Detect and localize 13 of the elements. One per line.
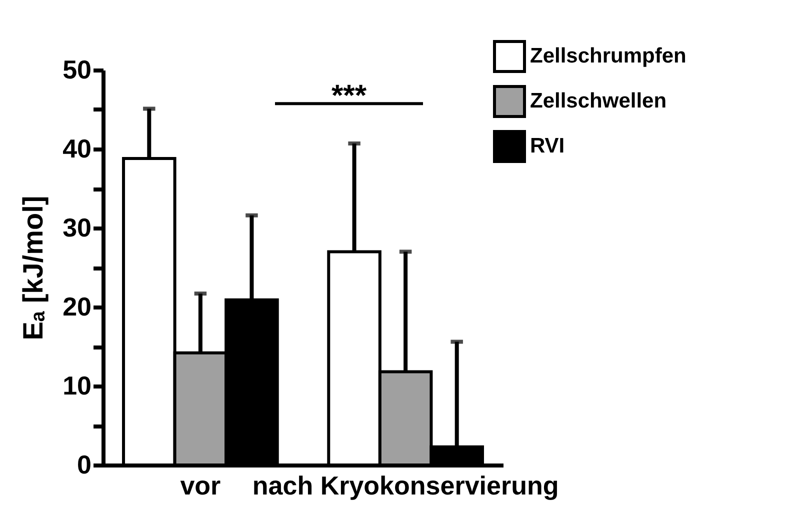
y-tick-label: 10: [62, 370, 92, 400]
legend-label: Zellschwellen: [530, 90, 667, 112]
x-tick-label: vor: [180, 470, 221, 500]
legend-label: RVI: [530, 134, 565, 158]
annotation: ***: [331, 80, 367, 113]
legend-label: Zellschrumpfen: [530, 44, 686, 68]
x-tick-label: nach Kryokonservierung: [252, 470, 559, 500]
y-tick-label: 30: [62, 212, 92, 242]
y-axis-title: Eₐ [kJ/mol]: [18, 196, 49, 340]
y-tick-label: 20: [62, 292, 92, 322]
y-tick-label: 40: [62, 134, 92, 164]
y-tick-label: 50: [62, 54, 92, 84]
y-tick-label: 0: [77, 450, 92, 480]
